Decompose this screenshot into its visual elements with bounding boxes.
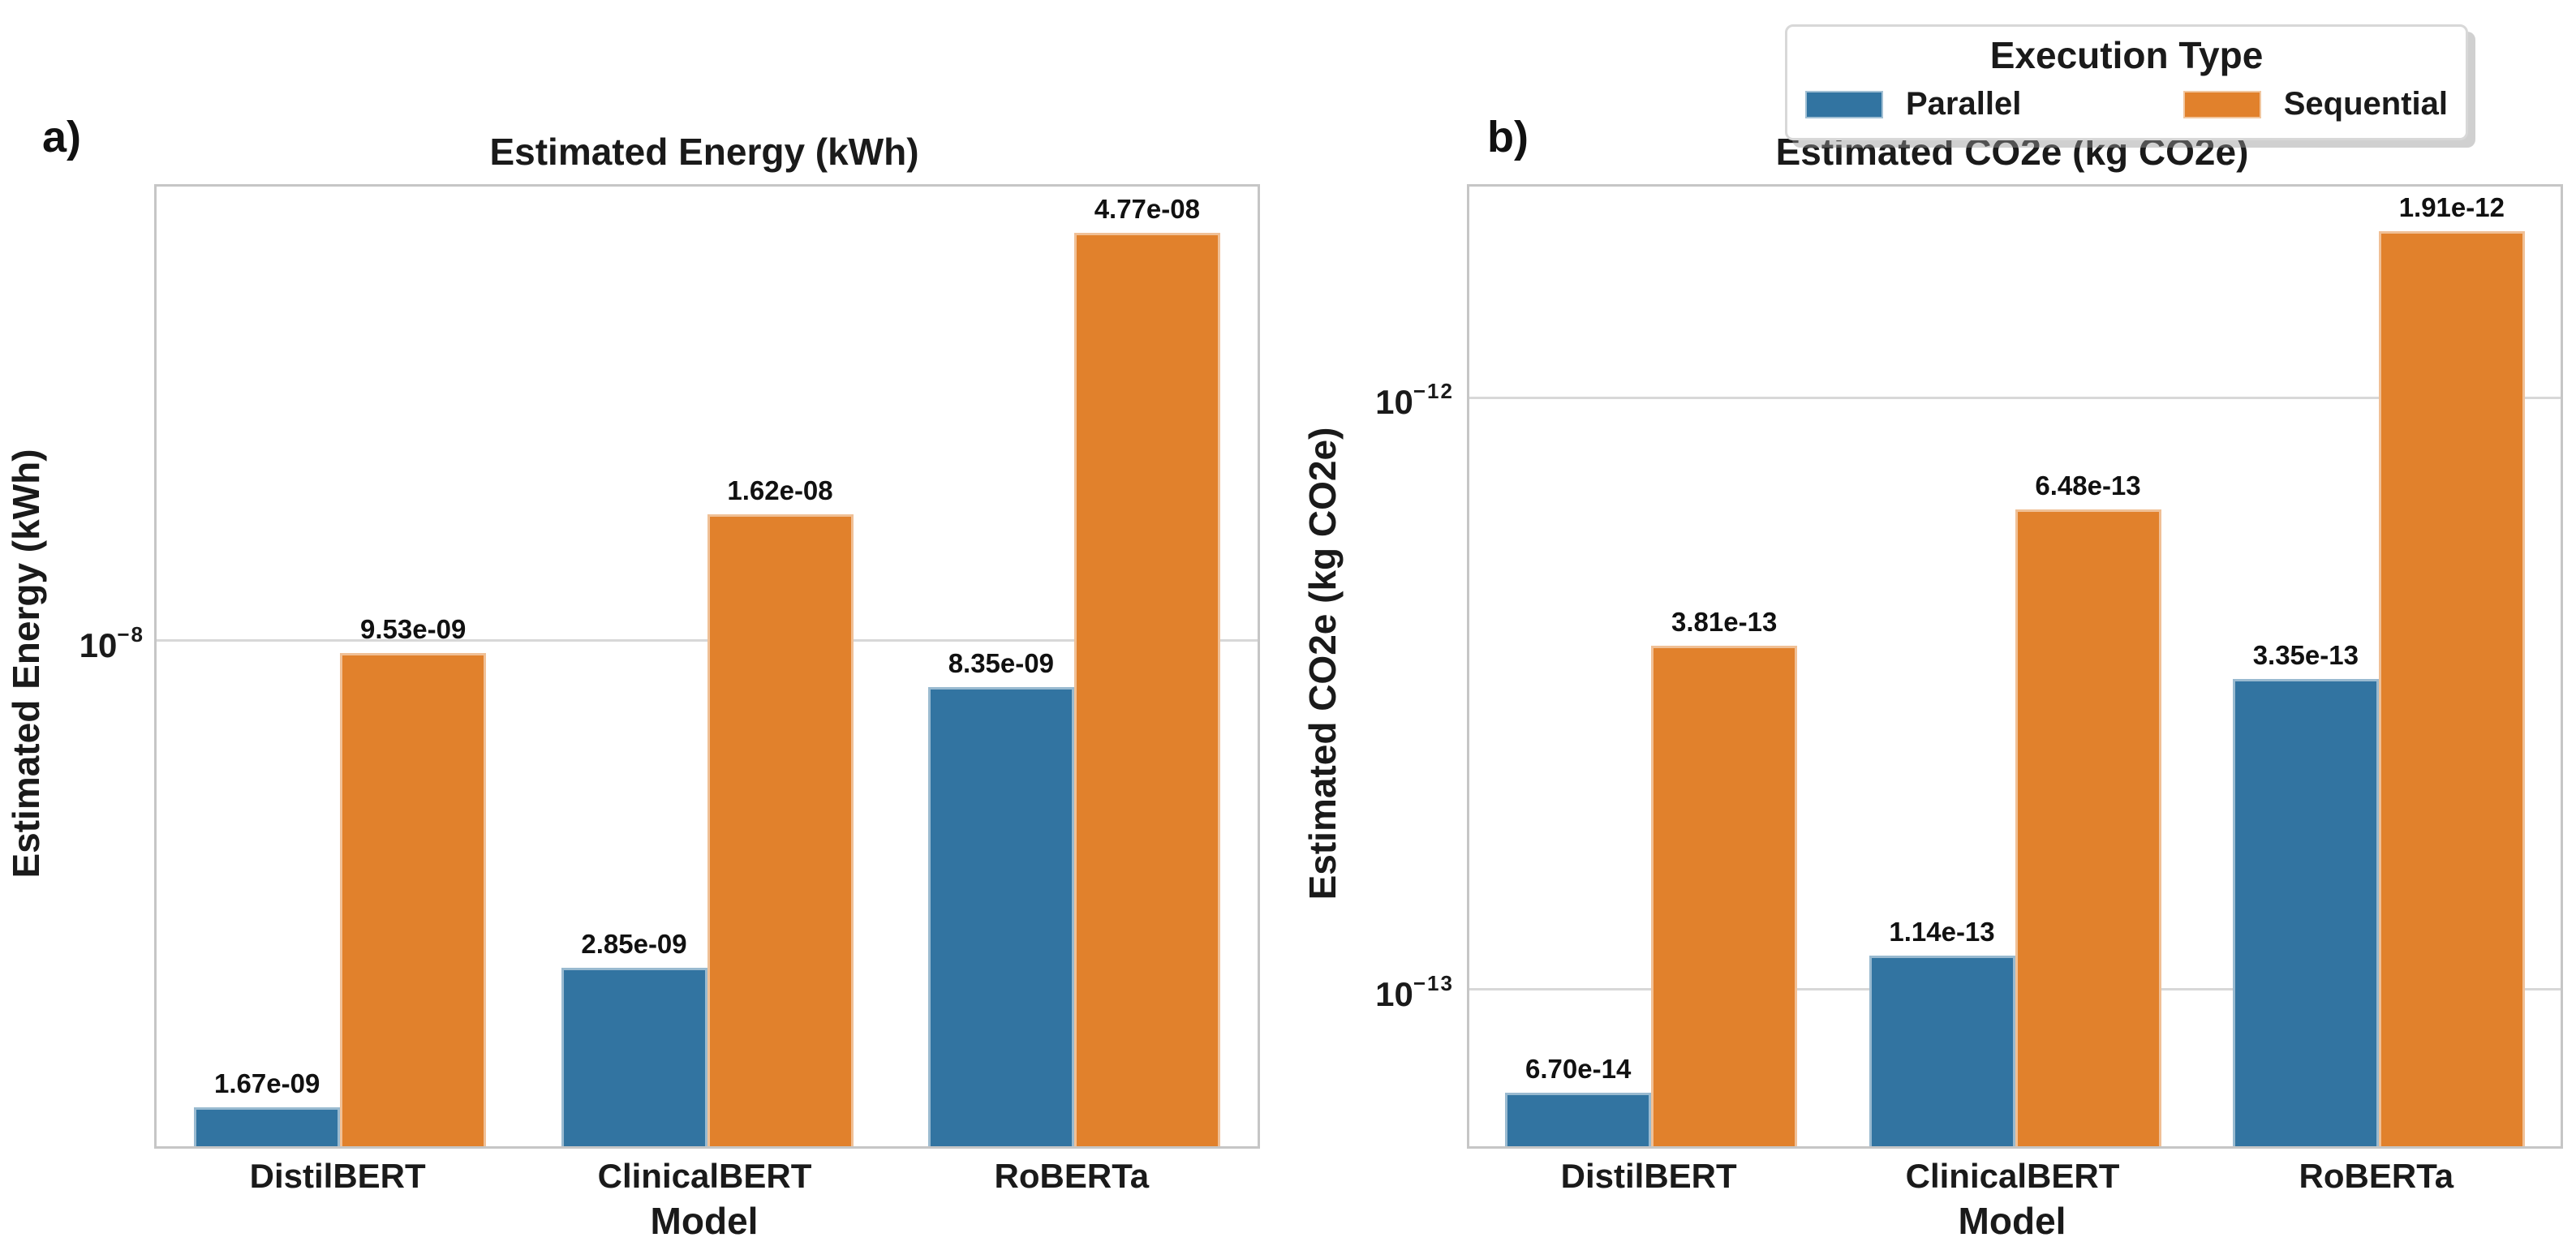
panel-label-a: a) bbox=[42, 113, 82, 161]
bar-value-label: 1.67e-09 bbox=[214, 1068, 320, 1098]
bar-value-label: 4.77e-08 bbox=[1094, 194, 1200, 225]
legend-item-parallel: Parallel bbox=[1805, 86, 2021, 122]
y-tick-label: 10−12 bbox=[1375, 379, 1454, 422]
legend: Execution Type Parallel Sequential bbox=[1785, 24, 2468, 140]
x-tick-label-roberta: RoBERTa bbox=[2299, 1157, 2454, 1195]
x-tick-label-distilbert: DistilBERT bbox=[249, 1157, 426, 1195]
y-tick-label: 10−13 bbox=[1375, 971, 1454, 1013]
bar-value-label: 8.35e-09 bbox=[948, 648, 1054, 679]
legend-label-parallel: Parallel bbox=[1906, 86, 2022, 122]
bar-parallel-clinicalbert bbox=[1869, 956, 2015, 1146]
bar-sequential-roberta bbox=[1073, 233, 1220, 1146]
bar-parallel-roberta bbox=[927, 687, 1074, 1146]
gridline bbox=[1469, 396, 2561, 399]
bar-value-label: 9.53e-09 bbox=[360, 614, 467, 644]
bar-value-label: 6.70e-14 bbox=[1525, 1053, 1632, 1084]
y-tick-label: 10−8 bbox=[79, 621, 144, 664]
bar-parallel-clinicalbert bbox=[561, 967, 707, 1146]
x-axis-label-model-b: Model bbox=[1958, 1200, 2066, 1242]
bar-value-label: 3.35e-13 bbox=[2252, 639, 2359, 670]
x-tick-label-roberta: RoBERTa bbox=[994, 1157, 1150, 1195]
x-tick-label-distilbert: DistilBERT bbox=[1560, 1157, 1737, 1195]
bar-value-label: 6.48e-13 bbox=[2035, 470, 2141, 501]
x-axis-label-model-a: Model bbox=[650, 1200, 759, 1242]
bar-value-label: 1.62e-08 bbox=[727, 475, 833, 506]
y-axis-label-co2e: Estimated CO2e (kg CO2e) bbox=[1301, 427, 1344, 900]
legend-items: Parallel Sequential bbox=[1805, 79, 2448, 130]
legend-item-sequential: Sequential bbox=[2183, 86, 2448, 122]
bar-sequential-distilbert bbox=[340, 653, 487, 1146]
bar-sequential-distilbert bbox=[1651, 645, 1798, 1146]
plot-area-energy: 1.67e-09 9.53e-09 2.85e-09 1.62e-08 8.35e-09… bbox=[154, 184, 1260, 1149]
x-tick-label-clinicalbert: ClinicalBERT bbox=[597, 1157, 812, 1195]
chart-title-energy: Estimated Energy (kWh) bbox=[489, 131, 919, 173]
panel-label-b: b) bbox=[1487, 113, 1529, 161]
bar-sequential-clinicalbert bbox=[2015, 509, 2161, 1146]
bar-sequential-roberta bbox=[2378, 230, 2525, 1146]
bar-value-label: 1.91e-12 bbox=[2398, 191, 2505, 222]
bar-value-label: 3.81e-13 bbox=[1671, 606, 1778, 637]
plot-area-co2e: 6.70e-14 3.81e-13 1.14e-13 6.48e-13 3.35e-13… bbox=[1467, 184, 2563, 1149]
bar-parallel-distilbert bbox=[194, 1106, 341, 1146]
bar-value-label: 2.85e-09 bbox=[581, 928, 687, 959]
bar-parallel-distilbert bbox=[1505, 1092, 1652, 1146]
x-tick-label-clinicalbert: ClinicalBERT bbox=[1905, 1157, 2120, 1195]
legend-swatch-parallel-icon bbox=[1805, 90, 1883, 118]
bar-parallel-roberta bbox=[2232, 678, 2379, 1146]
legend-swatch-sequential-icon bbox=[2183, 90, 2261, 118]
legend-label-sequential: Sequential bbox=[2283, 86, 2448, 122]
bar-value-label: 1.14e-13 bbox=[1889, 917, 1995, 947]
legend-title: Execution Type bbox=[1989, 34, 2264, 76]
bar-sequential-clinicalbert bbox=[707, 514, 854, 1146]
